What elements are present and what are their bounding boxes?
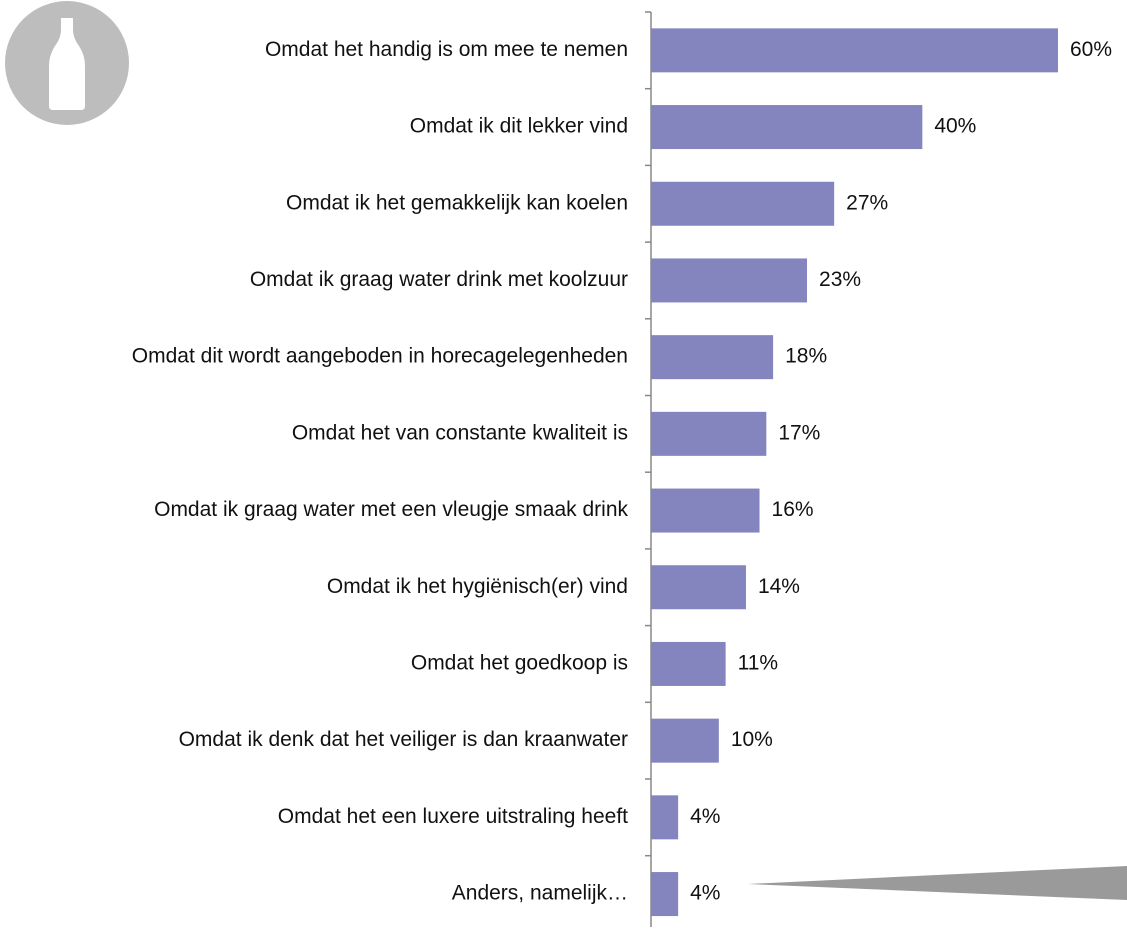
value-label: 17%: [778, 421, 820, 444]
category-label: Omdat dit wordt aangeboden in horecagele…: [132, 345, 628, 368]
bar: [651, 718, 719, 763]
category-label: Omdat ik graag water drink met koolzuur: [250, 268, 628, 291]
value-label: 4%: [690, 805, 720, 828]
pointer-wedge: [748, 866, 1127, 900]
category-label: Omdat ik graag water met een vleugje sma…: [154, 498, 628, 521]
bar: [651, 641, 726, 686]
bar: [651, 105, 923, 150]
category-label: Omdat ik het hygiënisch(er) vind: [327, 575, 628, 598]
value-label: 40%: [934, 115, 976, 138]
bar: [651, 28, 1058, 73]
bar: [651, 795, 679, 840]
value-label: 27%: [846, 191, 888, 214]
bar: [651, 872, 679, 917]
value-label: 11%: [738, 651, 778, 674]
category-label: Omdat het een luxere uitstraling heeft: [278, 805, 628, 828]
bottle-icon: [5, 1, 129, 125]
value-label: 4%: [690, 882, 720, 905]
category-label: Omdat ik denk dat het veiliger is dan kr…: [179, 728, 628, 751]
value-label: 18%: [785, 345, 827, 368]
category-label: Omdat het van constante kwaliteit is: [292, 421, 628, 444]
category-label: Omdat het goedkoop is: [411, 651, 628, 674]
bar: [651, 258, 808, 303]
bar: [651, 411, 767, 456]
category-label: Omdat ik het gemakkelijk kan koelen: [286, 191, 628, 214]
value-label: 10%: [731, 728, 773, 751]
category-label: Omdat het handig is om mee te nemen: [265, 38, 628, 61]
category-label: Anders, namelijk…: [452, 882, 628, 905]
bar: [651, 335, 774, 380]
bar: [651, 565, 746, 610]
value-label: 16%: [772, 498, 814, 521]
bottle: [49, 18, 85, 110]
value-label: 14%: [758, 575, 800, 598]
bar: [651, 488, 760, 533]
value-label: 23%: [819, 268, 861, 291]
category-label: Omdat ik dit lekker vind: [410, 115, 628, 138]
value-label: 60%: [1070, 38, 1112, 61]
bar: [651, 181, 835, 226]
